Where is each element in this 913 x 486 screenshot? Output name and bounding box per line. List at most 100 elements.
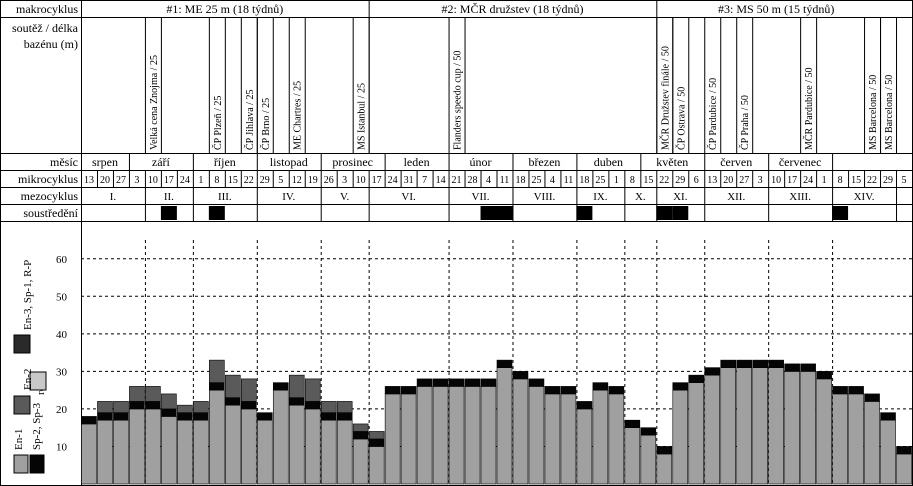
mesocycle-label: II. [164, 191, 174, 203]
microcycle-day: 24 [803, 175, 813, 186]
bar-segment [576, 408, 593, 485]
microcycle-day: 3 [342, 175, 347, 186]
bar-segment [816, 378, 832, 485]
legend-swatch-en2 [13, 395, 31, 415]
microcycle-day: 18 [579, 175, 589, 186]
bar-segment [768, 359, 784, 368]
y-tick-label: 10 [56, 441, 68, 453]
bar-segment [432, 386, 449, 485]
row-label-soustredeni: soustředění [23, 206, 78, 220]
competition-label: ČP Jihlava / 25 [244, 90, 256, 150]
bar-segment [177, 412, 193, 421]
bar-segment [496, 367, 513, 485]
bar-segment [352, 438, 369, 485]
bar-segment [784, 371, 800, 485]
bar-segment [896, 453, 912, 485]
bar-segment [336, 412, 353, 421]
legend-swatch-en3 [13, 334, 31, 354]
microcycle-day: 10 [356, 175, 366, 186]
bar-segment [800, 371, 816, 485]
month-label: září [152, 155, 171, 169]
bar-segment [432, 378, 449, 387]
microcycle-day: 11 [564, 175, 574, 186]
bar-segment [784, 363, 800, 372]
microcycle-day: 28 [468, 175, 478, 186]
microcycle-day: 21 [452, 175, 462, 186]
microcycle-day: 7 [422, 175, 427, 186]
bar-segment [688, 382, 705, 485]
bar-segment [336, 401, 353, 413]
legend-swatch-en1 [13, 454, 29, 474]
bar-segment [400, 393, 417, 485]
bar-segment [129, 408, 145, 485]
bar-segment [640, 434, 657, 485]
bar-segment [272, 382, 289, 391]
bar-segment [608, 393, 625, 485]
bar-segment [736, 359, 752, 368]
row-label-mikrocyklus: mikrocyklus [18, 172, 78, 186]
bar-segment [416, 378, 433, 387]
bar-segment [161, 416, 177, 485]
bar-segment [288, 397, 305, 406]
camp-marker [576, 206, 593, 220]
bar-segment [304, 401, 321, 410]
legend-label-en1: En-1 [13, 429, 25, 450]
microcycle-day: 1 [614, 175, 619, 186]
competition-label: Flanders speedo cup / 50 [453, 51, 464, 150]
microcycle-day: 1 [198, 175, 203, 186]
microcycle-day: 19 [308, 175, 318, 186]
bar-segment [193, 412, 209, 421]
camp-marker [672, 206, 689, 220]
row-label-mezocyklus: mezocyklus [21, 189, 79, 203]
microcycle-day: 24 [180, 175, 190, 186]
bar-segment [193, 419, 209, 485]
row-label-soutez-2: bazénu (m) [24, 37, 78, 51]
microcycle-day: 3 [134, 175, 139, 186]
month-label: říjen [214, 155, 236, 169]
bar-segment [592, 382, 609, 391]
competition-label: ČP Pardubice / 50 [707, 78, 719, 150]
microcycle-day: 26 [324, 175, 334, 186]
bar-segment [241, 408, 257, 485]
bar-segment [288, 374, 305, 398]
microcycle-day: 17 [787, 175, 797, 186]
bar-segment [368, 446, 385, 485]
bar-segment [81, 423, 97, 485]
microcycle-day: 14 [436, 175, 446, 186]
competition-label: ME Chartres / 25 [293, 81, 304, 150]
microcycle-day: 15 [643, 175, 653, 186]
row-label-makrocyklus: makrocyklus [16, 2, 78, 16]
row-label-soutez: soutěž / délka [12, 21, 79, 35]
microcycle-day: 31 [404, 175, 414, 186]
bar-segment [496, 359, 513, 368]
bar-segment [336, 419, 353, 485]
microcycle-day: 22 [659, 175, 669, 186]
bar-segment [177, 404, 193, 413]
mesocycle-label: III. [218, 191, 232, 203]
legend-label-sp2: Sp-2, Sp-3 [31, 402, 43, 450]
competition-label: MS Barcelona / 50 [884, 75, 895, 150]
microcycle-day: 25 [531, 175, 541, 186]
bar-segment [864, 393, 880, 402]
bar-segment [416, 386, 433, 485]
bar-segment [720, 359, 737, 368]
bar-segment [560, 393, 577, 485]
microcycle-day: 27 [116, 175, 126, 186]
bar-segment [97, 412, 113, 421]
microcycle-day: 5 [278, 175, 283, 186]
bar-segment [768, 367, 784, 485]
bar-segment [560, 386, 577, 395]
bar-segment [113, 412, 129, 421]
bar-segment [752, 359, 768, 368]
competition-label: ČP Ostrava / 50 [675, 87, 687, 150]
bar-segment [352, 423, 369, 432]
competition-label: ČP Plzeň / 25 [212, 96, 224, 150]
macrocycle-label: #3: MS 50 m (15 týdnů) [718, 2, 834, 16]
competition-label: MČR Pardubice / 50 [803, 68, 815, 151]
bar-segment [624, 427, 641, 485]
microcycle-day: 4 [486, 175, 491, 186]
bar-segment [608, 386, 625, 395]
bar-segment [352, 431, 369, 440]
bar-segment [129, 401, 145, 410]
